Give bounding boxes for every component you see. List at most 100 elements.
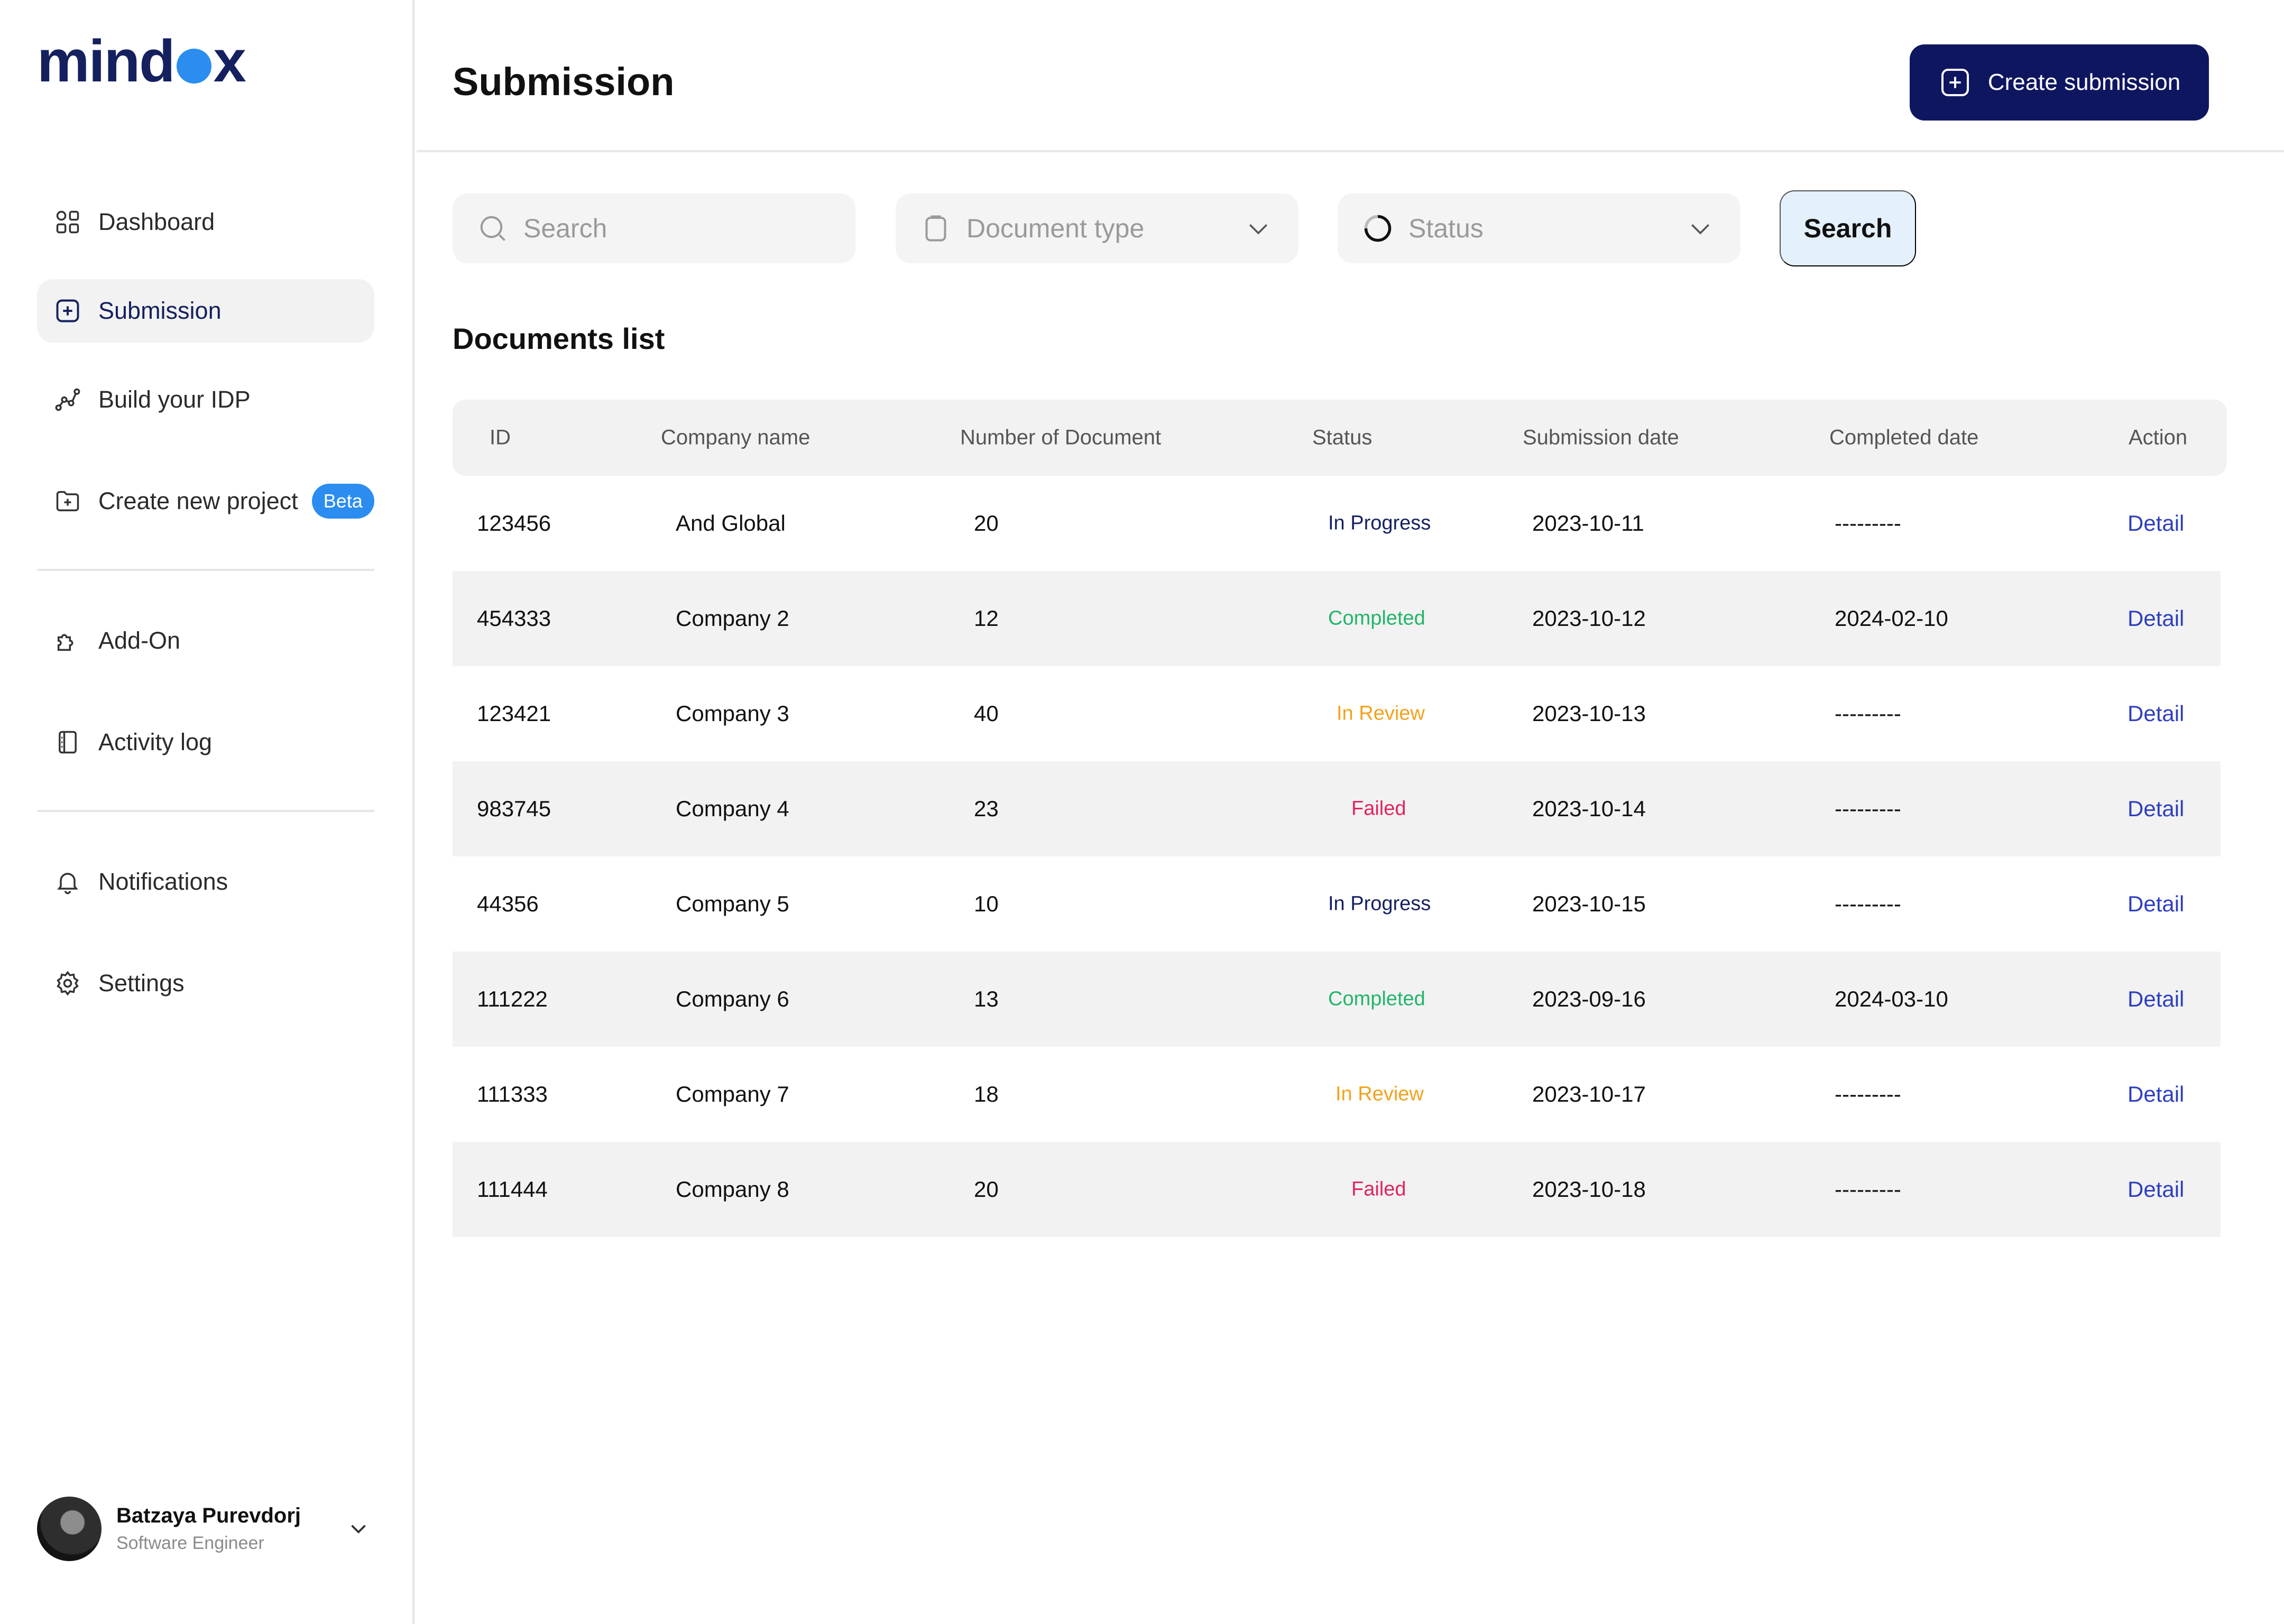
status-badge: In Progress	[1328, 512, 1431, 534]
cell-count: 23	[974, 796, 999, 821]
cell-completed-date: ---------	[1835, 701, 1901, 726]
avatar	[37, 1497, 102, 1561]
sidebar-item-label: Create new project	[98, 487, 298, 514]
logo-dot-icon	[176, 49, 211, 84]
cell-submission-date: 2023-10-15	[1532, 891, 1646, 916]
user-info: Batzaya Purevdorj Software Engineer	[116, 1504, 343, 1554]
brand-logo[interactable]: mind x	[37, 28, 246, 94]
detail-link[interactable]: Detail	[2128, 986, 2185, 1011]
cell-count: 12	[974, 606, 999, 631]
cell-completed-date: ---------	[1835, 891, 1901, 916]
folder-plus-icon	[54, 487, 81, 515]
table-row: 123421 Company 3 40 In Review 2023-10-13…	[453, 666, 2221, 761]
sidebar-item-submission[interactable]: Submission	[37, 279, 374, 343]
cell-company: Company 3	[676, 701, 789, 726]
cell-id: 454333	[477, 606, 551, 631]
column-header: Company name	[661, 426, 811, 449]
status-select[interactable]: Status	[1338, 193, 1740, 263]
status-badge: In Progress	[1328, 892, 1431, 915]
status-badge: Failed	[1351, 797, 1406, 820]
sidebar-item-notifications[interactable]: Notifications	[37, 850, 374, 914]
sidebar-divider	[37, 569, 374, 571]
cell-id: 111444	[477, 1177, 548, 1202]
cell-id: 111222	[477, 986, 548, 1011]
document-type-select[interactable]: Document type	[896, 193, 1298, 263]
sidebar-item-label: Add-On	[98, 627, 181, 654]
logo-text-left: mind	[37, 28, 176, 94]
status-badge: In Review	[1337, 702, 1425, 725]
cell-completed-date: 2024-02-10	[1835, 606, 1948, 631]
user-profile[interactable]: Batzaya Purevdorj Software Engineer	[37, 1496, 374, 1562]
detail-link[interactable]: Detail	[2128, 1177, 2185, 1202]
cell-company: Company 5	[676, 891, 789, 916]
sidebar-item-label: Settings	[98, 970, 185, 996]
sidebar-item-activity-log[interactable]: Activity log	[37, 710, 374, 774]
chevron-down-icon[interactable]	[343, 1513, 374, 1545]
sidebar-item-label: Notifications	[98, 868, 228, 895]
cell-completed-date: 2024-03-10	[1835, 986, 1948, 1011]
search-icon	[476, 211, 510, 245]
detail-link[interactable]: Detail	[2128, 511, 2185, 536]
chevron-down-icon	[1241, 211, 1275, 245]
create-submission-button[interactable]: Create submission	[1910, 44, 2209, 121]
cell-submission-date: 2023-10-18	[1532, 1177, 1646, 1202]
cell-company: Company 6	[676, 986, 789, 1011]
search-button[interactable]: Search	[1780, 190, 1916, 266]
cell-submission-date: 2023-09-16	[1532, 986, 1646, 1011]
document-type-placeholder: Document type	[966, 214, 1145, 243]
cell-completed-date: ---------	[1835, 1082, 1901, 1106]
clipboard-icon	[919, 211, 953, 245]
table-row: 983745 Company 4 23 Failed 2023-10-14 --…	[453, 761, 2221, 856]
cell-id: 123421	[477, 701, 551, 726]
user-role: Software Engineer	[116, 1533, 264, 1553]
log-icon	[54, 728, 81, 756]
column-header: Action	[2129, 426, 2188, 449]
detail-link[interactable]: Detail	[2128, 1082, 2185, 1106]
cell-submission-date: 2023-10-12	[1532, 606, 1646, 631]
cell-count: 10	[974, 891, 999, 916]
column-header: Number of Document	[960, 426, 1162, 449]
search-input[interactable]: Search	[453, 193, 855, 263]
sidebar-item-add-on[interactable]: Add-On	[37, 609, 374, 672]
detail-link[interactable]: Detail	[2128, 701, 2185, 726]
status-badge: Completed	[1328, 988, 1425, 1010]
cell-completed-date: ---------	[1835, 1177, 1901, 1202]
cell-company: Company 7	[676, 1082, 789, 1106]
gear-icon	[54, 970, 81, 997]
cell-count: 40	[974, 701, 999, 726]
sidebar-item-label: Submission	[98, 297, 222, 324]
detail-link[interactable]: Detail	[2128, 796, 2185, 821]
create-submission-label: Create submission	[1987, 69, 2181, 95]
cell-company: Company 2	[676, 606, 789, 631]
cell-completed-date: ---------	[1835, 511, 1901, 536]
documents-table: ID Company name Number of Document Statu…	[453, 400, 2227, 1237]
cell-submission-date: 2023-10-13	[1532, 701, 1646, 726]
table-row: 44356 Company 5 10 In Progress 2023-10-1…	[453, 856, 2221, 952]
sidebar-item-dashboard[interactable]: Dashboard	[37, 190, 374, 254]
detail-link[interactable]: Detail	[2128, 891, 2185, 916]
sidebar-item-label: Activity log	[98, 728, 213, 755]
detail-link[interactable]: Detail	[2128, 606, 2185, 631]
sidebar-divider	[37, 810, 374, 812]
sidebar-item-settings[interactable]: Settings	[37, 952, 374, 1015]
user-name: Batzaya Purevdorj	[116, 1504, 301, 1527]
cell-id: 111333	[477, 1082, 548, 1106]
graph-icon	[54, 386, 81, 413]
status-placeholder: Status	[1408, 214, 1484, 243]
table-row: 111222 Company 6 13 Completed 2023-09-16…	[453, 952, 2221, 1047]
sidebar-item-create-project[interactable]: Create new project Beta	[37, 469, 374, 533]
cell-count: 18	[974, 1082, 999, 1106]
table-row: 111333 Company 7 18 In Review 2023-10-17…	[453, 1047, 2221, 1142]
cell-submission-date: 2023-10-11	[1532, 511, 1644, 536]
cell-submission-date: 2023-10-14	[1532, 796, 1646, 821]
sidebar-item-label: Dashboard	[98, 208, 215, 235]
table-row: 111444 Company 8 20 Failed 2023-10-18 --…	[453, 1142, 2221, 1237]
sidebar-item-build-idp[interactable]: Build your IDP	[37, 368, 374, 431]
cell-count: 13	[974, 986, 999, 1011]
puzzle-icon	[54, 627, 81, 654]
table-row: 454333 Company 2 12 Completed 2023-10-12…	[453, 571, 2221, 666]
cell-count: 20	[974, 1177, 999, 1202]
plus-square-icon	[1938, 66, 1972, 99]
status-badge: In Review	[1336, 1083, 1424, 1105]
plus-square-icon	[54, 297, 81, 325]
